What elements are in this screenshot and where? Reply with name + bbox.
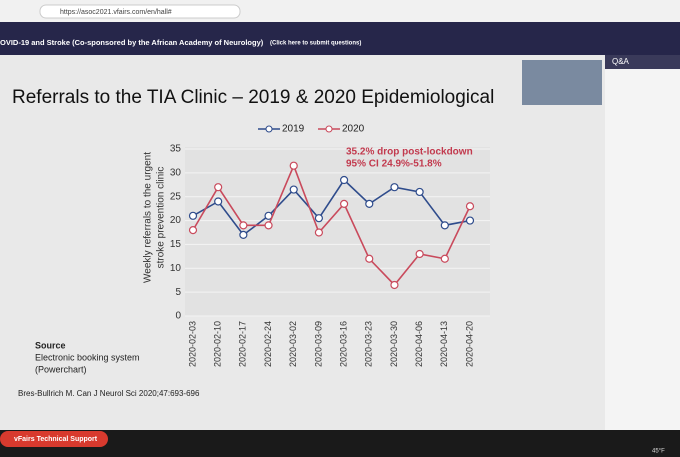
x-tick-label: 2020-02-10 [213, 321, 223, 367]
point [440, 221, 449, 230]
x-tick-label: 2020-04-20 [464, 321, 474, 367]
support-label: vFairs Technical Support [14, 436, 98, 443]
point [365, 254, 374, 263]
source-line: (Powerchart) [35, 364, 87, 374]
point [289, 185, 298, 194]
y-axis-label: Weekly referrals to the urgent [143, 152, 154, 283]
legend-marker [325, 125, 333, 133]
y-tick-label: 5 [175, 287, 181, 298]
x-tick-label: 2020-03-09 [313, 321, 323, 367]
header-link[interactable]: (Click here to submit questions) [270, 41, 361, 47]
x-tick-label: 2020-04-13 [439, 321, 449, 367]
annotation: 35.2% drop post-lockdown [346, 147, 473, 158]
point [264, 221, 273, 230]
taskbar [0, 430, 680, 457]
x-tick-label: 2020-03-30 [389, 321, 399, 367]
x-tick-label: 2020-03-02 [288, 321, 298, 367]
point [440, 254, 449, 263]
series-line [192, 178, 471, 237]
point [390, 183, 399, 192]
y-axis-label: stroke prevention clinic [156, 167, 167, 269]
side-panel-bar [605, 55, 680, 69]
point [465, 202, 475, 211]
header [0, 22, 680, 55]
y-tick-label: 10 [170, 263, 182, 274]
source-head: Source [35, 340, 66, 350]
x-tick-label: 2020-03-23 [364, 321, 374, 367]
legend-label: 2019 [282, 124, 305, 135]
point [214, 197, 223, 206]
point [289, 161, 298, 170]
y-tick-label: 0 [175, 311, 181, 322]
y-tick-label: 20 [170, 215, 182, 226]
point [415, 249, 424, 259]
point [239, 221, 248, 230]
y-tick-label: 30 [170, 167, 182, 178]
citation: Bres-Bullrich M. Can J Neurol Sci 2020;4… [18, 389, 200, 398]
weather: 45°F [652, 449, 665, 455]
x-tick-label: 2020-02-24 [263, 321, 273, 367]
x-tick-label: 2020-02-03 [187, 321, 197, 367]
point [465, 216, 475, 225]
point [365, 199, 374, 208]
side-panel-title: Q&A [612, 57, 630, 66]
slide-title: Referrals to the TIA Clinic – 2019 & 202… [12, 87, 494, 108]
header-title: OVID-19 and Stroke (Co-sponsored by the … [0, 38, 264, 47]
url-box[interactable] [39, 4, 241, 19]
series-line [192, 163, 471, 287]
point [415, 187, 424, 197]
point [314, 214, 324, 223]
point [188, 226, 198, 235]
point [339, 199, 349, 208]
y-tick-label: 15 [170, 239, 182, 250]
legend-label: 2020 [342, 124, 365, 135]
plot-area [185, 147, 490, 316]
x-tick-label: 2020-03-16 [338, 321, 348, 367]
y-tick-label: 25 [170, 191, 182, 202]
video [522, 60, 602, 105]
url: https://asoc2021.vfairs.com/en/hall# [60, 9, 172, 16]
point [339, 175, 349, 185]
y-tick-label: 35 [170, 144, 182, 155]
point [188, 211, 198, 220]
annotation: 95% CI 24.9%-51.8% [346, 159, 442, 170]
support-button[interactable] [0, 431, 108, 447]
source-line: Electronic booking system [35, 352, 140, 362]
side-panel [605, 55, 680, 430]
point [314, 228, 324, 237]
x-tick-label: 2020-04-06 [414, 321, 424, 367]
point [239, 230, 248, 239]
x-tick-label: 2020-02-17 [238, 321, 248, 367]
legend-marker [265, 125, 273, 133]
point [390, 280, 399, 290]
point [214, 183, 223, 192]
